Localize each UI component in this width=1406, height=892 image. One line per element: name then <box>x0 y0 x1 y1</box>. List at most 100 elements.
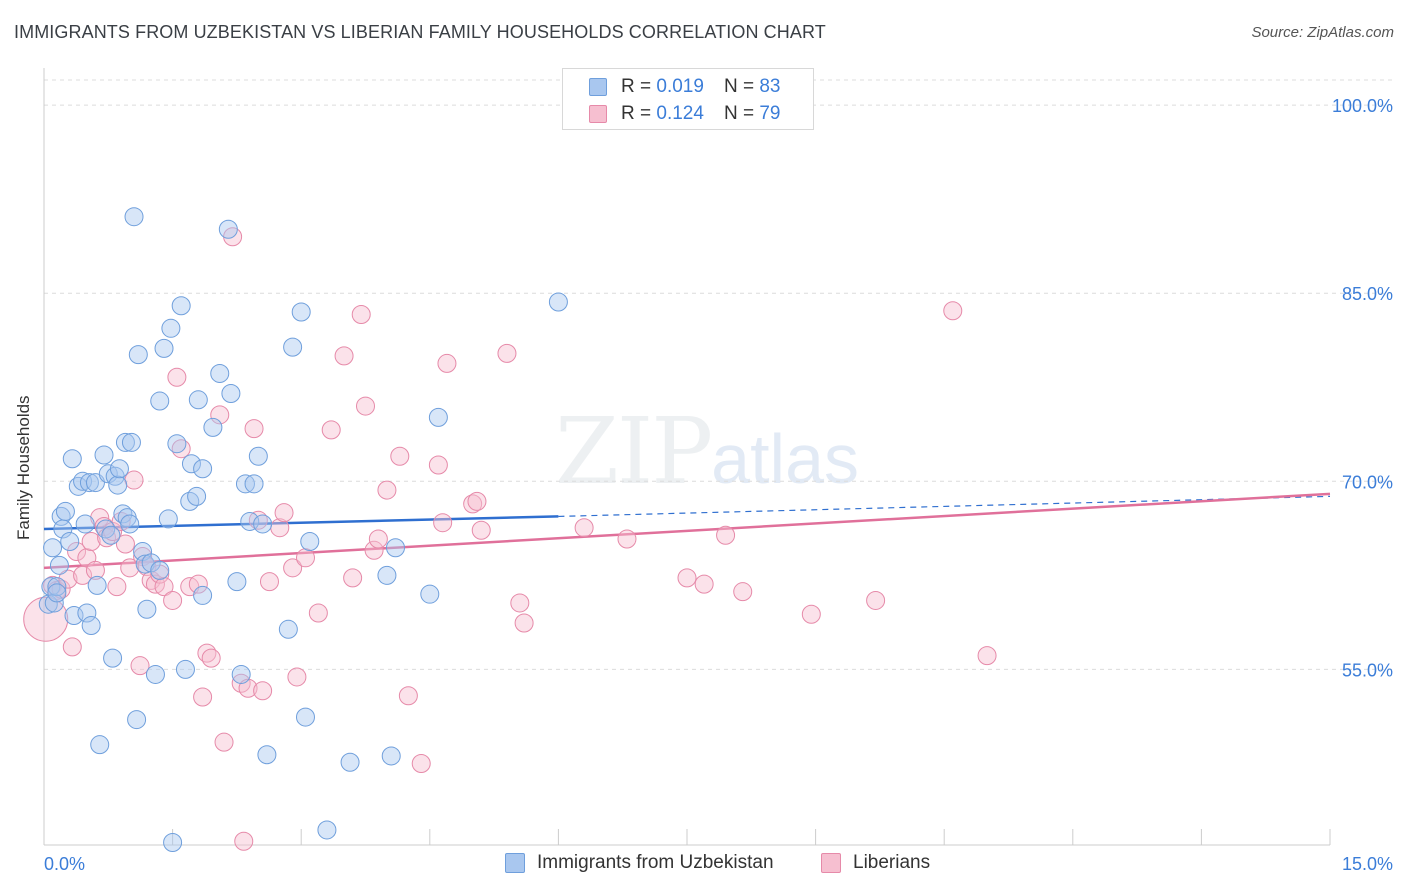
axes <box>43 68 1331 846</box>
data-point-uzbekistan <box>49 555 69 575</box>
data-point-uzbekistan <box>60 532 80 552</box>
data-point-uzbekistan <box>193 459 213 479</box>
chart-title: IMMIGRANTS FROM UZBEKISTAN VS LIBERIAN F… <box>14 22 826 42</box>
data-point-uzbekistan <box>108 475 128 495</box>
data-point-liberians <box>677 568 697 588</box>
data-point-liberians <box>81 532 101 552</box>
data-point-uzbekistan <box>115 432 135 452</box>
data-point-uzbekistan <box>381 746 401 766</box>
data-point-liberians <box>390 446 410 466</box>
data-point-uzbekistan <box>101 525 121 545</box>
data-point-liberians <box>193 687 213 707</box>
data-point-uzbekistan <box>300 532 320 552</box>
data-point-uzbekistan <box>109 459 129 479</box>
data-point-liberians <box>214 732 234 752</box>
zipatlas-watermark: ZIPatlas <box>555 398 859 505</box>
data-point-liberians <box>356 396 375 416</box>
data-point-uzbekistan <box>128 345 148 365</box>
legend-n-label: N = <box>723 76 755 97</box>
data-point-uzbekistan <box>145 664 165 684</box>
x-tick-label-min: 0.0% <box>44 854 85 874</box>
data-point-liberians <box>90 508 110 528</box>
watermark-atlas: atlas <box>711 420 860 498</box>
data-point-liberians <box>343 568 363 588</box>
data-point-uzbekistan <box>47 577 67 597</box>
data-point-uzbekistan <box>62 449 82 469</box>
data-point-uzbekistan <box>150 560 170 580</box>
data-point-uzbekistan <box>135 554 155 574</box>
trend-line-solid <box>43 492 1331 570</box>
series-legend-liberians: Liberians <box>821 852 930 874</box>
data-point-uzbekistan <box>317 820 337 840</box>
series-legend: Immigrants from Uzbekistan Liberians <box>0 852 1406 878</box>
data-point-uzbekistan <box>244 474 264 494</box>
data-point-liberians <box>866 590 886 610</box>
data-point-liberians <box>120 558 140 578</box>
y-tick-label: 70.0% <box>1342 472 1393 492</box>
data-point-uzbekistan <box>121 432 141 452</box>
data-point-liberians <box>238 678 258 698</box>
data-point-uzbekistan <box>188 390 208 410</box>
data-point-liberians <box>259 572 279 592</box>
legend-r-value: 0.124 <box>656 103 704 124</box>
data-point-liberians <box>471 520 491 540</box>
legend-swatch-pink <box>589 105 607 123</box>
data-point-liberians <box>163 590 183 610</box>
data-point-uzbekistan <box>203 417 223 437</box>
data-point-uzbekistan <box>295 707 315 727</box>
tick-labels: 55.0% 70.0% 85.0% 100.0% 0.0% 15.0% <box>44 96 1393 874</box>
data-point-uzbekistan <box>127 710 147 730</box>
series-swatch-pink <box>821 853 841 873</box>
data-point-uzbekistan <box>75 514 95 534</box>
data-point-liberians <box>977 646 997 666</box>
data-point-liberians <box>398 686 418 706</box>
data-point-uzbekistan <box>90 735 110 755</box>
data-point-uzbekistan <box>210 363 230 383</box>
data-point-liberians <box>377 480 397 500</box>
data-point-liberians <box>321 420 341 440</box>
y-tick-label: 100.0% <box>1332 96 1393 116</box>
data-point-liberians <box>334 346 354 366</box>
data-point-liberians <box>244 419 264 439</box>
data-point-uzbekistan <box>428 407 448 427</box>
data-point-liberians <box>411 753 431 773</box>
data-point-uzbekistan <box>87 575 107 595</box>
data-point-liberians <box>308 603 328 623</box>
data-point-liberians <box>124 470 144 490</box>
data-point-liberians <box>295 548 315 568</box>
data-point-liberians <box>574 518 594 538</box>
legend-r-label: R = <box>621 103 652 124</box>
data-point-uzbekistan <box>180 491 200 511</box>
data-point-liberians <box>497 343 517 363</box>
legend-row-liberians: R = 0.124 N = 79 <box>589 102 780 126</box>
data-point-liberians <box>733 582 753 602</box>
series-swatch-blue <box>505 853 525 873</box>
legend-n-label: N = <box>723 103 755 124</box>
series-label-uzbekistan: Immigrants from Uzbekistan <box>537 852 774 873</box>
data-point-uzbekistan <box>175 659 195 679</box>
series-label-liberians: Liberians <box>853 852 931 873</box>
data-point-liberians <box>364 540 384 560</box>
series-legend-uzbekistan: Immigrants from Uzbekistan <box>505 852 774 874</box>
data-point-liberians <box>274 503 294 523</box>
data-point-uzbekistan <box>158 509 178 529</box>
trend-line-uzbekistan <box>43 495 1331 531</box>
data-point-liberians <box>510 593 530 613</box>
legend-r-label: R = <box>621 76 652 97</box>
data-point-liberians <box>368 529 388 549</box>
data-point-liberians <box>130 656 150 676</box>
trend-line-dashed <box>558 495 1331 518</box>
data-point-liberians <box>62 637 82 657</box>
data-point-uzbekistan <box>47 583 67 603</box>
y-tick-label: 55.0% <box>1342 660 1393 680</box>
data-point-liberians <box>253 681 273 701</box>
data-point-liberians <box>467 491 487 511</box>
data-point-uzbekistan <box>137 599 157 619</box>
data-point-uzbekistan <box>77 603 97 623</box>
data-point-liberians <box>433 513 453 533</box>
data-point-uzbekistan <box>103 648 123 668</box>
correlation-legend: R = 0.019 N = 83 R = 0.124 N = 79 <box>562 68 814 130</box>
data-point-liberians <box>234 831 254 851</box>
data-point-uzbekistan <box>231 664 251 684</box>
